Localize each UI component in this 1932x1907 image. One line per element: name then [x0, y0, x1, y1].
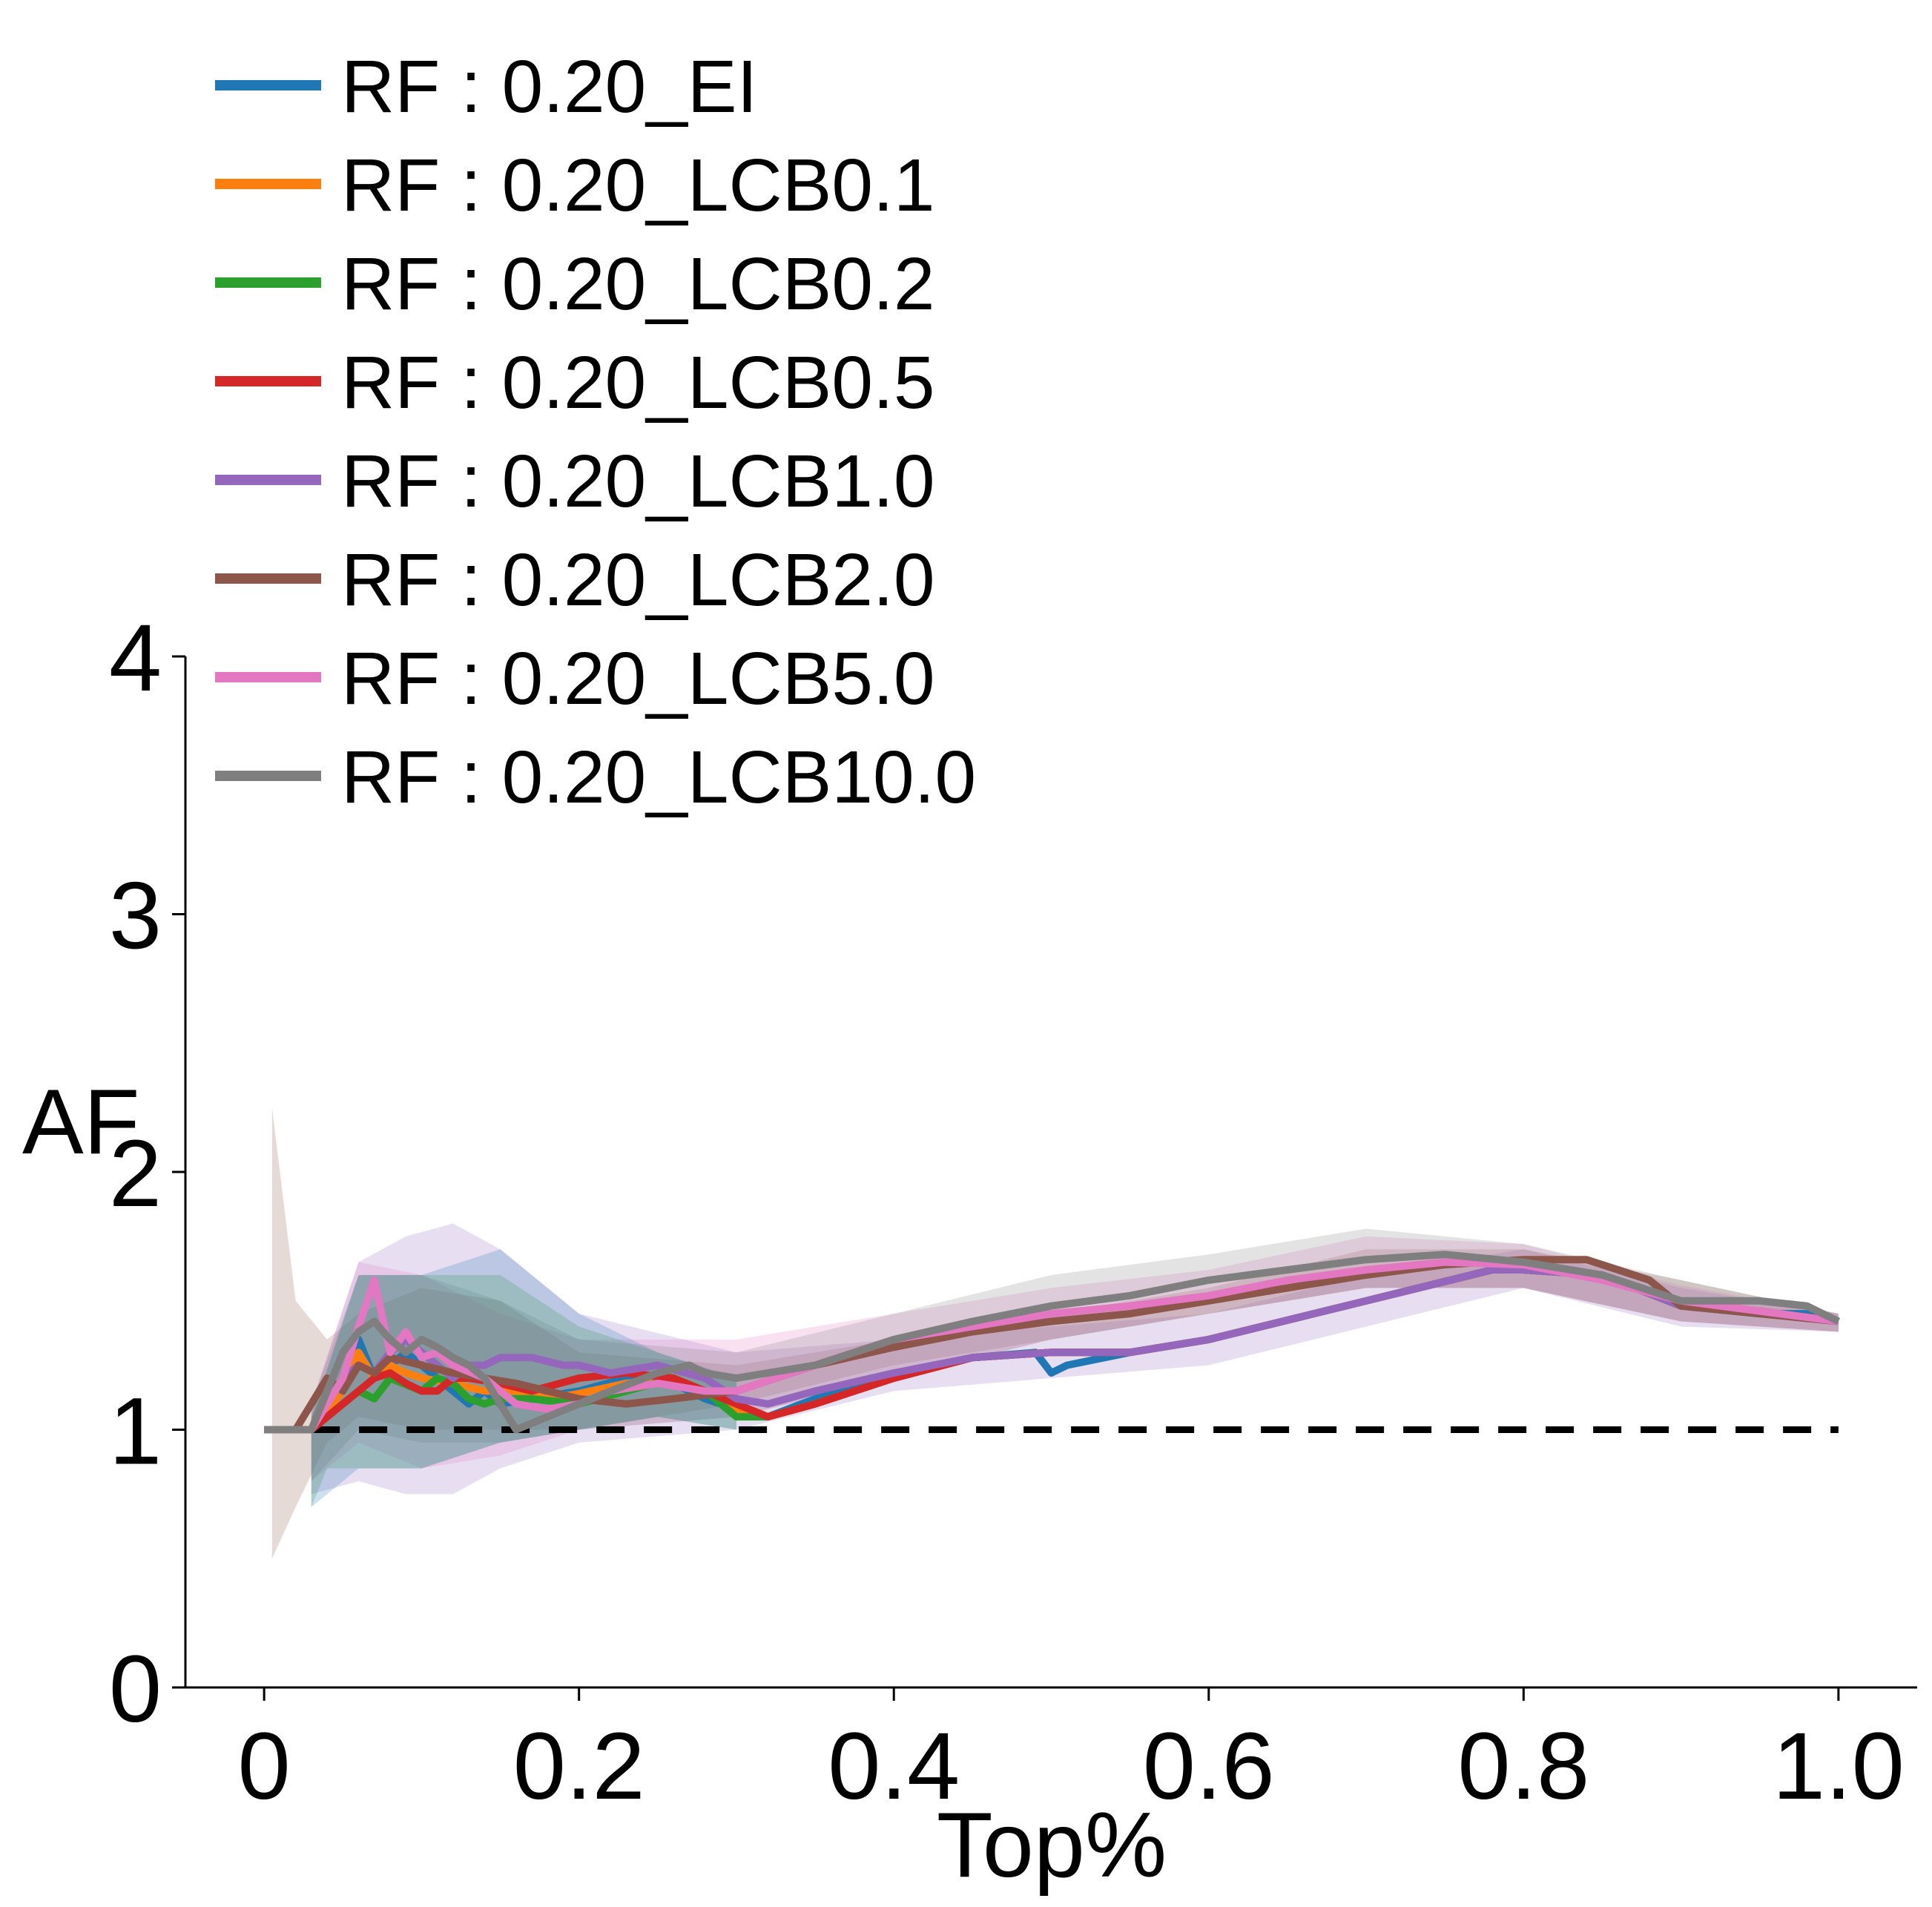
y-tick-label-4: 4	[109, 605, 162, 711]
legend-label-2: RF : 0.20_LCB0.2	[341, 243, 934, 326]
x-tick-label-2: 0.4	[828, 1713, 960, 1819]
x-tick-label-1: 0.2	[513, 1713, 645, 1819]
y-tick-label-2: 2	[109, 1121, 162, 1227]
confidence-band-0	[271, 1107, 1839, 1559]
x-axis-label: Top%	[937, 1794, 1167, 1897]
series-line-7	[264, 1251, 1841, 1434]
x-tick-label-4: 0.8	[1457, 1713, 1589, 1819]
legend-label-4: RF : 0.20_LCB1.0	[341, 440, 934, 523]
confidence-band-2	[311, 1236, 1839, 1481]
x-tick-label-5: 1.0	[1773, 1713, 1905, 1819]
y-tick-label-0: 0	[109, 1636, 162, 1742]
y-tick-label-1: 1	[109, 1379, 162, 1485]
legend-label-3: RF : 0.20_LCB0.5	[341, 341, 934, 424]
x-tick-label-0: 0	[238, 1713, 291, 1819]
legend-label-5: RF : 0.20_LCB2.0	[341, 538, 934, 622]
axes: 0 0.2 0.4 0.6 0.8 1.0 0 1 2 3 4	[109, 605, 1917, 1819]
legend-label-1: RF : 0.20_LCB0.1	[341, 144, 934, 227]
legend: RF : 0.20_EI RF : 0.20_LCB0.1 RF : 0.20_LC…	[215, 45, 976, 819]
legend-label-0: RF : 0.20_EI	[341, 45, 757, 128]
y-axis-label: AF	[22, 1071, 139, 1173]
y-tick-label-3: 3	[109, 863, 162, 969]
legend-label-6: RF : 0.20_LCB5.0	[341, 637, 934, 720]
legend-label-7: RF : 0.20_LCB10.0	[341, 736, 976, 819]
confidence-band-3	[311, 1228, 1839, 1481]
series-line-6	[264, 1258, 1839, 1434]
series-lines	[264, 1251, 1841, 1434]
confidence-bands	[271, 1107, 1839, 1559]
x-tick-label-3: 0.6	[1143, 1713, 1275, 1819]
confidence-band-5	[311, 1249, 736, 1507]
